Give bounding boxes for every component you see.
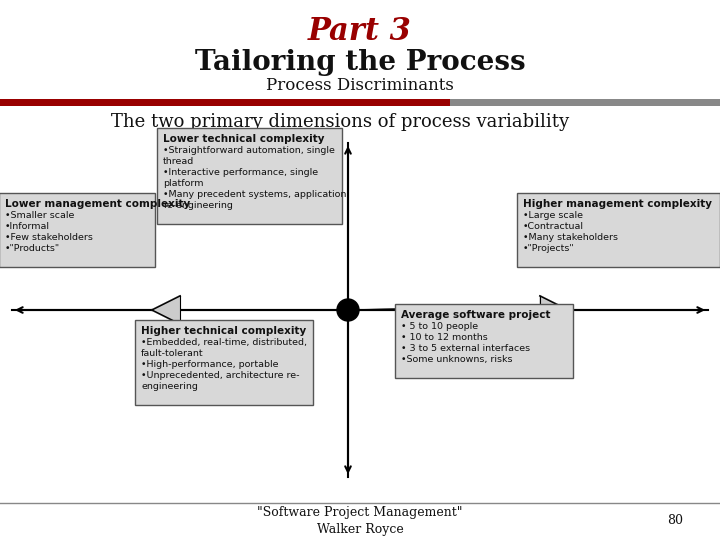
FancyBboxPatch shape: [0, 193, 155, 267]
Text: Higher technical complexity: Higher technical complexity: [141, 326, 306, 336]
Text: Higher management complexity: Higher management complexity: [523, 199, 712, 209]
FancyBboxPatch shape: [135, 320, 313, 405]
Text: Lower management complexity: Lower management complexity: [5, 199, 190, 209]
Bar: [450, 99, 720, 106]
Text: Part 3: Part 3: [308, 17, 412, 48]
FancyBboxPatch shape: [395, 304, 573, 378]
FancyBboxPatch shape: [157, 128, 342, 224]
Text: •Large scale
•Contractual
•Many stakeholders
•"Projects": •Large scale •Contractual •Many stakehol…: [523, 211, 618, 253]
Bar: [0, 99, 450, 106]
Polygon shape: [152, 296, 180, 324]
Text: Average software project: Average software project: [401, 310, 551, 320]
Text: Tailoring the Process: Tailoring the Process: [194, 49, 526, 76]
Polygon shape: [540, 296, 568, 324]
Text: 80: 80: [667, 515, 683, 528]
Text: "Software Project Management"
Walker Royce: "Software Project Management" Walker Roy…: [257, 506, 463, 536]
Text: •Straightforward automation, single
thread
•Interactive performance, single
plat: •Straightforward automation, single thre…: [163, 146, 346, 211]
Text: Lower technical complexity: Lower technical complexity: [163, 134, 325, 144]
FancyBboxPatch shape: [517, 193, 720, 267]
Text: The two primary dimensions of process variability: The two primary dimensions of process va…: [111, 113, 569, 131]
Text: Process Discriminants: Process Discriminants: [266, 78, 454, 94]
Circle shape: [337, 299, 359, 321]
Text: •Embedded, real-time, distributed,
fault-tolerant
•High-performance, portable
•U: •Embedded, real-time, distributed, fault…: [141, 338, 307, 392]
Text: •Smaller scale
•Informal
•Few stakeholders
•"Products": •Smaller scale •Informal •Few stakeholde…: [5, 211, 93, 253]
Text: • 5 to 10 people
• 10 to 12 months
• 3 to 5 external interfaces
•Some unknowns, : • 5 to 10 people • 10 to 12 months • 3 t…: [401, 322, 530, 364]
